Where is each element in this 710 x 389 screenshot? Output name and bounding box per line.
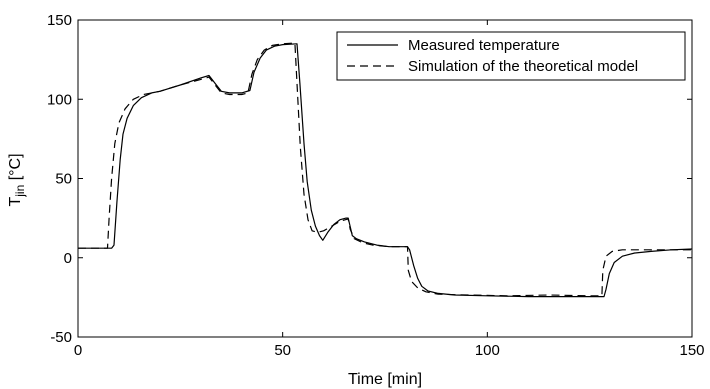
legend-label-measured: Measured temperature — [408, 37, 560, 54]
x-tick-label: 100 — [475, 342, 500, 359]
series-line-simulation — [78, 42, 692, 297]
y-tick-label: 150 — [47, 12, 72, 29]
legend-label-simulation: Simulation of the theoretical model — [408, 58, 638, 75]
y-tick-label: 50 — [55, 171, 72, 188]
svg-text:Tjin [°C]: Tjin [°C] — [7, 153, 27, 206]
x-axis-title: Time [min] — [348, 371, 422, 388]
legend: Measured temperature Simulation of the t… — [336, 31, 686, 81]
x-tick-label: 0 — [74, 342, 82, 359]
y-tick-label: 0 — [64, 250, 72, 267]
y-tick-label: -50 — [50, 329, 72, 346]
y-tick-label: 100 — [47, 91, 72, 108]
legend-box — [336, 31, 686, 81]
plot-frame — [77, 19, 693, 338]
y-axis-title-base: T — [7, 197, 24, 207]
y-axis-title-sub: jin — [13, 185, 27, 198]
series-layer — [78, 42, 693, 298]
y-axis-title-rest: [°C] — [7, 153, 24, 184]
series-line-measured — [78, 43, 693, 298]
x-tick-label: 50 — [274, 342, 291, 359]
y-axis-title: Tjin [°C] — [7, 153, 27, 206]
x-tick-label: 150 — [679, 342, 704, 359]
